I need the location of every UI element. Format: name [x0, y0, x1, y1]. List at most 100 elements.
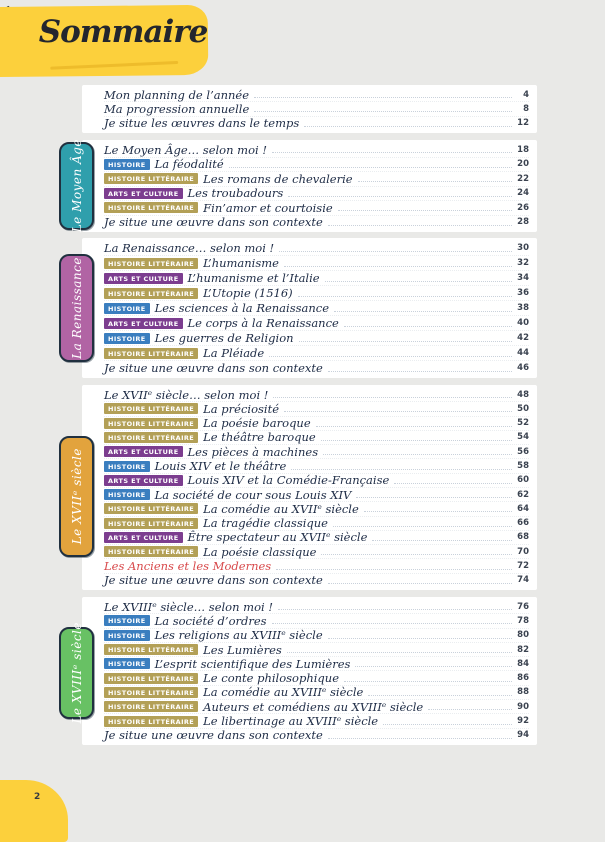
dotted-leader: [321, 548, 512, 556]
toc-entry[interactable]: Mon planning de l’année 4: [104, 87, 529, 102]
category-badge-histoire_litteraire: HISTOIRE LITTÉRAIRE: [104, 672, 199, 684]
entry-page-number: 92: [517, 716, 529, 727]
toc-entry[interactable]: HISTOIRE La féodalité 20: [104, 156, 529, 171]
toc-entry[interactable]: Je situe une œuvre dans son contexte 46: [104, 360, 529, 375]
toc-entry[interactable]: HISTOIRE LITTÉRAIRE Les romans de chevale…: [104, 171, 529, 186]
entry-title: Être spectateur au XVIIᵉ siècle: [187, 530, 368, 545]
toc-entry[interactable]: HISTOIRE LITTÉRAIRE Auteurs et comédiens …: [104, 699, 529, 714]
entry-title: La poésie classique: [203, 544, 317, 559]
entry-title: Je situe une œuvre dans son contexte: [104, 361, 323, 375]
dotted-leader: [327, 365, 512, 372]
toc-entry[interactable]: ARTS ET CULTURE Le corps à la Renaissance…: [104, 315, 529, 330]
entry-title: Mon planning de l’année: [104, 87, 250, 102]
category-badge-arts_culture: ARTS ET CULTURE: [104, 446, 183, 458]
toc-entry[interactable]: Je situe une œuvre dans son contexte 74: [104, 572, 529, 587]
toc-entry[interactable]: Je situe les œuvres dans le temps 12: [104, 115, 529, 131]
toc-entry[interactable]: HISTOIRE L’esprit scientifique des Lumièr…: [104, 656, 529, 671]
toc-entry[interactable]: HISTOIRE LITTÉRAIRE Les Lumières 82: [104, 641, 529, 657]
toc-entry[interactable]: HISTOIRE LITTÉRAIRE La tragédie classique…: [104, 515, 529, 530]
toc-entry[interactable]: HISTOIRE La société de cour sous Louis XI…: [104, 486, 529, 502]
entry-page-number: 34: [517, 273, 529, 283]
entry-page-number: 94: [517, 730, 529, 741]
entry-title: Fin’amor et courtoisie: [203, 200, 333, 215]
entry-page-number: 44: [517, 348, 529, 358]
era-tab-moyen-age[interactable]: Le Moyen Âge: [59, 139, 94, 233]
dotted-leader: [228, 161, 512, 168]
entry-page-number: 86: [517, 673, 529, 684]
toc-entry[interactable]: HISTOIRE LITTÉRAIRE La Pléiade 44: [104, 345, 529, 360]
toc-entry[interactable]: HISTOIRE Louis XIV et le théâtre 58: [104, 458, 529, 473]
entry-title: La société de cour sous Louis XIV: [154, 487, 352, 502]
entry-page-number: 66: [517, 518, 529, 529]
toc-section-panel-intro: Mon planning de l’année 4 Ma progression a…: [82, 85, 537, 133]
category-badge-histoire_litteraire: HISTOIRE LITTÉRAIRE: [104, 431, 199, 443]
toc-entry[interactable]: HISTOIRE LITTÉRAIRE Le conte philosophiqu…: [104, 670, 529, 685]
toc-section-panel-xvii-siecle: Le XVIIᵉ siècle… selon moi ! 48 HISTOIRE L…: [82, 385, 537, 590]
toc-entry[interactable]: HISTOIRE LITTÉRAIRE L’Utopie (1516) 36: [104, 285, 529, 300]
toc-entry[interactable]: HISTOIRE Les religions au XVIIIᵉ siècle 80: [104, 627, 529, 642]
toc-entry[interactable]: ARTS ET CULTURE L’humanisme et l’Italie 34: [104, 270, 529, 285]
dotted-leader: [291, 463, 512, 470]
entry-title: Je situe les œuvres dans le temps: [104, 116, 300, 131]
entry-title: Le XVIIᵉ siècle… selon moi !: [104, 387, 269, 402]
entry-title: Auteurs et comédiens au XVIIIᵉ siècle: [203, 699, 424, 714]
dotted-leader: [337, 204, 512, 212]
toc-entry[interactable]: Le XVIIIᵉ siècle… selon moi ! 76: [104, 600, 529, 614]
entry-page-number: 70: [517, 546, 529, 557]
entry-page-number: 80: [517, 630, 529, 641]
dotted-leader: [273, 391, 512, 399]
dotted-leader: [254, 105, 512, 113]
toc-entry[interactable]: Ma progression annuelle 8: [104, 101, 529, 116]
dotted-leader: [297, 290, 512, 297]
toc-entry[interactable]: HISTOIRE Les sciences à la Renaissance 38: [104, 300, 529, 315]
entry-title: L’esprit scientifique des Lumières: [154, 656, 351, 671]
toc-entry[interactable]: HISTOIRE LITTÉRAIRE La comédie au XVIIᵉ s…: [104, 501, 529, 516]
toc-entry[interactable]: HISTOIRE LITTÉRAIRE La poésie classique 70: [104, 544, 529, 559]
toc-entry[interactable]: HISTOIRE LITTÉRAIRE La préciosité 50: [104, 401, 529, 416]
toc-entry[interactable]: ARTS ET CULTURE Être spectateur au XVIIᵉ …: [104, 529, 529, 545]
brush-stroke: [50, 60, 179, 70]
toc-entry[interactable]: HISTOIRE Les guerres de Religion 42: [104, 330, 529, 345]
category-badge-histoire: HISTOIRE: [104, 658, 150, 670]
entry-page-number: 20: [517, 159, 529, 170]
toc-entry[interactable]: HISTOIRE LITTÉRAIRE L’humanisme 32: [104, 255, 529, 270]
footer-page-blob: 2: [0, 780, 68, 842]
category-badge-arts_culture: ARTS ET CULTURE: [104, 272, 183, 284]
dotted-leader: [383, 718, 512, 725]
entry-title: L’humanisme et l’Italie: [187, 271, 320, 285]
entry-page-number: 60: [517, 475, 529, 486]
toc-entry[interactable]: HISTOIRE LITTÉRAIRE Fin’amor et courtoisi…: [104, 200, 529, 215]
toc-entry[interactable]: Le Moyen Âge… selon moi ! 18: [104, 143, 529, 157]
dotted-leader: [315, 420, 512, 427]
page-title: Sommaire: [38, 14, 209, 50]
dotted-leader: [320, 434, 512, 441]
toc-entry[interactable]: Le XVIIᵉ siècle… selon moi ! 48: [104, 387, 529, 402]
category-badge-histoire_litteraire: HISTOIRE LITTÉRAIRE: [104, 403, 199, 415]
toc-entry[interactable]: Je situe une œuvre dans son contexte 28: [104, 214, 529, 230]
toc-entry[interactable]: La Renaissance… selon moi ! 30: [104, 241, 529, 255]
era-tab-xvii-siecle[interactable]: Le XVIIᵉ siècle: [59, 436, 94, 557]
entry-page-number: 42: [517, 333, 529, 343]
category-badge-histoire_litteraire: HISTOIRE LITTÉRAIRE: [104, 347, 199, 359]
era-tab-xviii-siecle[interactable]: Le XVIIIᵉ siècle: [59, 622, 94, 724]
entry-title: Je situe une œuvre dans son contexte: [104, 215, 323, 230]
dotted-leader: [327, 577, 512, 584]
toc-entry[interactable]: ARTS ET CULTURE Les pièces à machines 56: [104, 444, 529, 459]
toc-entry[interactable]: HISTOIRE LITTÉRAIRE Le libertinage au XVI…: [104, 713, 529, 728]
entry-title: La comédie au XVIIᵉ siècle: [203, 501, 359, 516]
entry-title: Les Lumières: [203, 642, 282, 657]
toc-entry[interactable]: ARTS ET CULTURE Louis XIV et la Comédie-F…: [104, 472, 529, 487]
toc-entry[interactable]: HISTOIRE LITTÉRAIRE La poésie baroque 52: [104, 415, 529, 430]
toc-entry[interactable]: Je situe une œuvre dans son contexte 94: [104, 727, 529, 742]
entry-title: La Renaissance… selon moi !: [104, 241, 275, 255]
era-tab-renaissance[interactable]: La Renaissance: [59, 254, 94, 362]
toc-entry[interactable]: HISTOIRE LITTÉRAIRE Le théâtre baroque 54: [104, 429, 529, 444]
toc-entry[interactable]: Les Anciens et les Modernes 72: [104, 558, 529, 573]
toc-entry[interactable]: HISTOIRE La société d’ordres 78: [104, 613, 529, 628]
toc-entry[interactable]: ARTS ET CULTURE Les troubadours 24: [104, 185, 529, 200]
dotted-leader: [276, 563, 512, 570]
toc-entry[interactable]: HISTOIRE LITTÉRAIRE La comédie au XVIIIᵉ …: [104, 684, 529, 699]
dotted-leader: [277, 603, 512, 611]
entry-page-number: 36: [517, 288, 529, 298]
category-badge-histoire_litteraire: HISTOIRE LITTÉRAIRE: [104, 257, 199, 269]
